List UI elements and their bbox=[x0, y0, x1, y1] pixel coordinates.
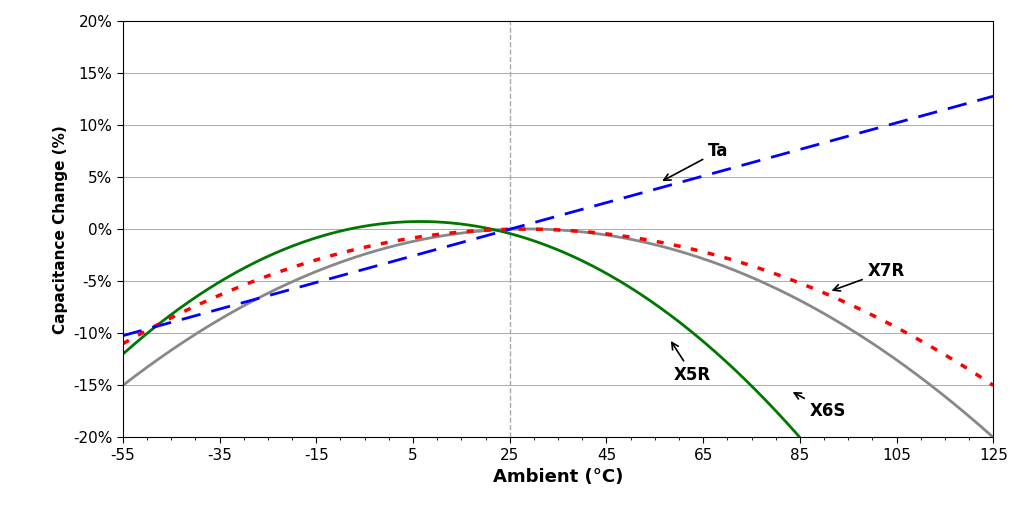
Text: X7R: X7R bbox=[834, 262, 905, 291]
Text: X5R: X5R bbox=[672, 343, 712, 384]
Text: Ta: Ta bbox=[664, 142, 728, 180]
Y-axis label: Capacitance Change (%): Capacitance Change (%) bbox=[52, 125, 68, 334]
Text: X6S: X6S bbox=[795, 393, 846, 421]
X-axis label: Ambient (°C): Ambient (°C) bbox=[493, 469, 624, 486]
